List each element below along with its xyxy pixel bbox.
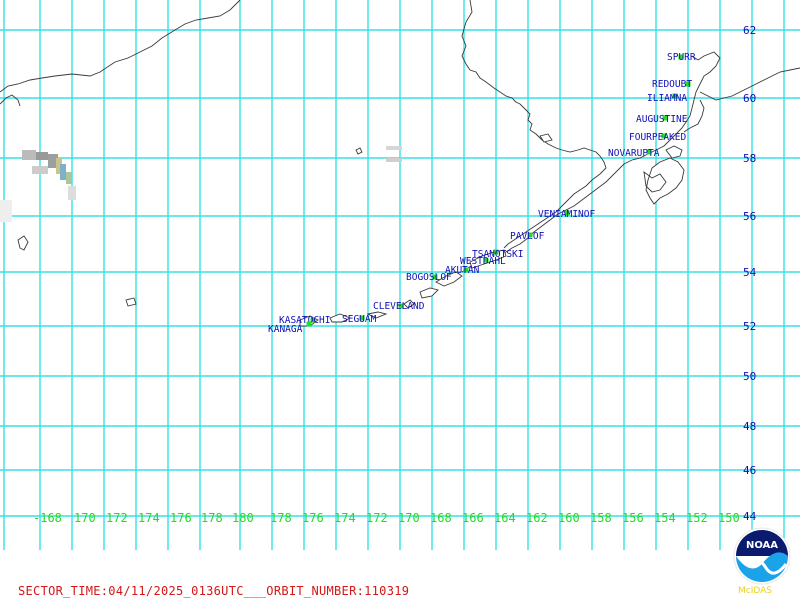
longitude-label-5: 178: [201, 511, 223, 525]
unalaska-island: [435, 271, 463, 287]
volcano-label-akutan: AKUTAN: [445, 265, 480, 276]
longitude-label-16: 160: [558, 511, 580, 525]
longitude-label-9: 174: [334, 511, 356, 525]
longitude-labels: -168 170 172 174 176 178 180 178 176 174 172 170 168…: [33, 511, 740, 525]
longitude-label-1: 170: [74, 511, 96, 525]
latitude-label-62: 62: [743, 24, 756, 37]
longitude-label-17: 158: [590, 511, 612, 525]
latitude-label-44: 44: [743, 510, 757, 523]
latitude-label-56: 56: [743, 210, 756, 223]
volcano-marker-kanaga: [306, 321, 312, 327]
longitude-label-0: -168: [33, 511, 62, 525]
umnak-island: [419, 287, 439, 299]
volcano-label-cleveland: CLEVELAND: [373, 301, 425, 312]
volcano-marker-cleveland: [398, 303, 404, 309]
latitude-labels: 62 60 58 56 54 52 50 48 46 44: [743, 24, 757, 523]
latitude-label-48: 48: [743, 420, 756, 433]
latitude-label-46: 46: [743, 464, 756, 477]
satellite-imagery-artifacts: [0, 146, 402, 222]
volcano-label-novarupta: NOVARUPTA: [608, 148, 660, 159]
volcano-label-redoubt: REDOUBT: [652, 79, 692, 90]
afognak-island: [665, 145, 683, 159]
volcano-marker-novarupta: [646, 149, 652, 155]
nunivak-island: [539, 133, 553, 143]
islands-of-four-mountains: [403, 299, 415, 309]
volcano-marker-kasatochi: [310, 317, 316, 323]
chukotka-coast: [0, 94, 21, 107]
latitude-label-60: 60: [743, 92, 756, 105]
alaska-west-coast: [461, 0, 607, 249]
amlia-island: [366, 311, 388, 319]
volcano-marker-spurr: [678, 54, 684, 60]
latitude-label-54: 54: [743, 266, 757, 279]
lat-lon-grid: [0, 0, 800, 550]
longitude-label-13: 166: [462, 511, 484, 525]
kenai-coast: [699, 67, 800, 101]
volcano-marker-veniaminof: [564, 210, 570, 216]
kenai-lakes: [643, 170, 667, 193]
volcano-label-kanaga: KANAGA: [268, 324, 303, 335]
volcano-label-augustine: AUGUSTINE: [636, 114, 688, 125]
volcano-marker-iliamna: [672, 93, 678, 99]
volcano-label-spurr: SPURR: [667, 52, 696, 63]
longitude-label-8: 176: [302, 511, 324, 525]
atka-island: [329, 313, 352, 323]
volcano-label-tsanotski: TSANOTSKI: [472, 249, 523, 260]
volcano-label-kasatochi: KASATOCHI: [279, 315, 330, 326]
longitude-label-21: 150: [718, 511, 740, 525]
longitude-label-12: 168: [430, 511, 452, 525]
volcano-marker-westdahl: [483, 257, 489, 263]
commander-island: [125, 297, 137, 307]
longitude-label-3: 174: [138, 511, 160, 525]
volcano-label-iliamna: ILIAMNA: [647, 93, 687, 104]
siberia-coast: [0, 0, 241, 93]
longitude-label-2: 172: [106, 511, 128, 525]
longitude-label-7: 178: [270, 511, 292, 525]
volcano-marker-tsanotski: [493, 249, 499, 255]
volcano-label-pavlof: PAVLOF: [510, 231, 545, 242]
longitude-label-14: 164: [494, 511, 516, 525]
noaa-logo-text: NOAA: [746, 540, 778, 551]
coastlines: [0, 0, 800, 327]
longitude-label-18: 156: [622, 511, 644, 525]
volcano-label-veniaminof: VENIAMINOF: [538, 209, 595, 220]
volcano-marker-augustine: [662, 115, 668, 121]
kenai-south: [683, 99, 705, 133]
volcano-label-seguam: SEGUAM: [342, 314, 377, 325]
longitude-label-20: 152: [686, 511, 708, 525]
sector-time-orbit-caption: SECTOR_TIME:04/11/2025_0136UTC___ORBIT_N…: [18, 584, 410, 598]
mcidas-label: McIDAS: [737, 586, 772, 596]
karaginsky-island: [17, 235, 29, 251]
latitude-label-58: 58: [743, 152, 756, 165]
longitude-label-6: 180: [232, 511, 254, 525]
volcano-marker-akutan: [463, 267, 469, 273]
volcano-marker-redoubt: [685, 81, 691, 87]
longitude-label-10: 172: [366, 511, 388, 525]
volcano-label-westdahl: WESTDAHL: [460, 256, 506, 267]
volcano-label-fourpeaked: FOURPEAKED: [629, 132, 686, 143]
volcano-markers: SPURR REDOUBT ILIAMNA AUGUSTINE FOURPEAKED NO…: [268, 52, 696, 335]
volcano-marker-fourpeaked: [661, 133, 667, 139]
latitude-label-52: 52: [743, 320, 756, 333]
longitude-label-15: 162: [526, 511, 548, 525]
longitude-label-4: 176: [170, 511, 192, 525]
longitude-label-19: 154: [654, 511, 676, 525]
pribilof-island: [355, 147, 363, 155]
volcano-label-bogoslof: BOGOSLOF: [406, 272, 452, 283]
longitude-label-11: 170: [398, 511, 420, 525]
alaska-peninsula-south: [461, 51, 721, 273]
volcano-marker-bogoslof: [432, 274, 438, 280]
noaa-logo: NOAA: [733, 527, 791, 585]
volcano-marker-pavlof: [527, 232, 533, 238]
latitude-label-50: 50: [743, 370, 756, 383]
volcano-marker-seguam: [359, 315, 365, 321]
